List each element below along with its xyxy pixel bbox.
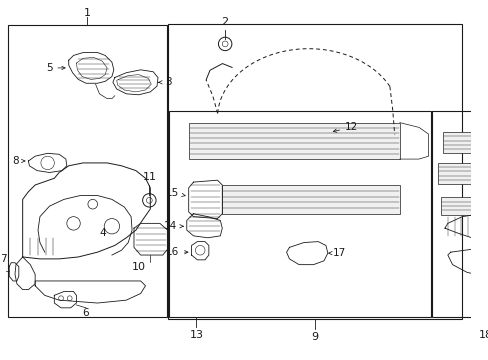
Bar: [222, 185, 399, 214]
Text: 9: 9: [311, 332, 318, 342]
Text: 17: 17: [328, 248, 345, 258]
Bar: [442, 132, 488, 153]
Text: 11: 11: [142, 172, 156, 182]
Text: 6: 6: [82, 308, 89, 318]
Text: 2: 2: [221, 17, 228, 27]
Bar: [440, 198, 488, 215]
Text: 1: 1: [84, 8, 91, 18]
Text: 16: 16: [165, 247, 187, 257]
Bar: [8, 25, 166, 318]
Text: 8: 8: [12, 156, 25, 166]
Text: 12: 12: [333, 122, 358, 132]
Text: 18: 18: [478, 330, 488, 340]
Bar: [431, 111, 488, 318]
Text: 7: 7: [0, 254, 6, 264]
Bar: [169, 111, 429, 318]
Bar: [437, 163, 488, 184]
Text: 14: 14: [163, 221, 183, 231]
Text: 15: 15: [165, 188, 185, 198]
Text: 13: 13: [189, 330, 203, 340]
Text: 5: 5: [46, 63, 65, 73]
Text: 4: 4: [99, 228, 105, 238]
Bar: [188, 123, 399, 159]
Bar: [167, 24, 461, 319]
Text: 3: 3: [159, 77, 171, 87]
Text: 10: 10: [132, 262, 145, 271]
